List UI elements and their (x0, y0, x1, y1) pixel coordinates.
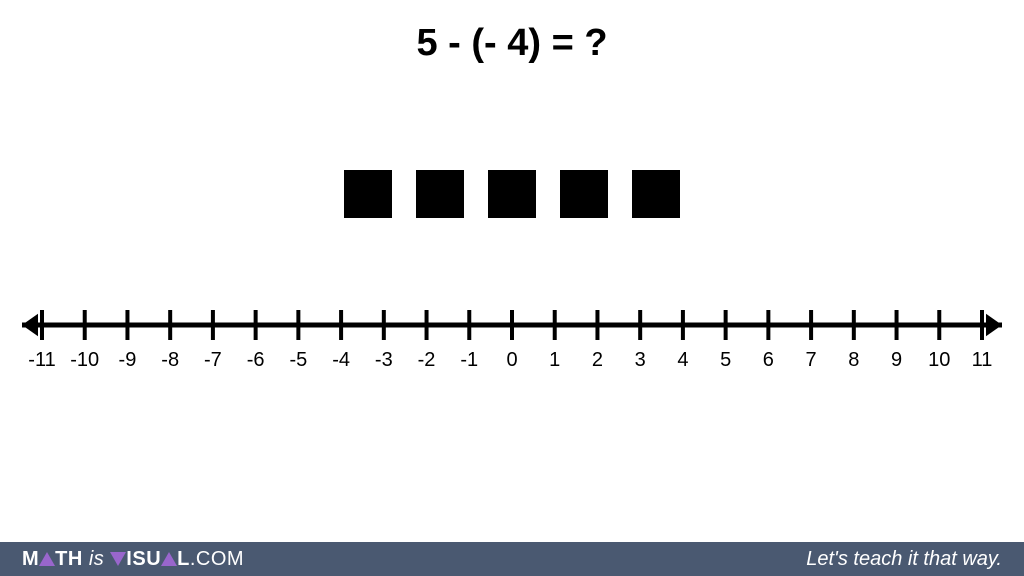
number-line-label: -7 (204, 349, 222, 371)
tagline-text: Let's teach it that way. (806, 548, 1002, 571)
number-line-label: -9 (119, 349, 137, 371)
number-line: -11-10-9-8-7-6-5-4-3-2-101234567891011 (20, 300, 1004, 390)
number-line-label: 10 (928, 349, 950, 371)
brand-dotcom: .COM (190, 548, 244, 571)
brand-logo: M TH is ISU L.COM (22, 548, 244, 571)
number-line-label: -11 (28, 349, 55, 371)
number-line-label: -10 (70, 349, 99, 371)
brand-is: is (89, 548, 104, 571)
number-line-label: 8 (848, 349, 859, 371)
number-line-label: 6 (763, 349, 774, 371)
number-line-label: -4 (332, 349, 350, 371)
number-line-label: 4 (677, 349, 688, 371)
number-line-label: 2 (592, 349, 603, 371)
counter-squares-row (0, 170, 1024, 218)
number-line-label: 5 (720, 349, 731, 371)
number-line-label: 11 (972, 349, 993, 371)
triangle-up-icon (39, 552, 55, 566)
counter-square (416, 170, 464, 218)
brand-isu: ISU (126, 548, 161, 571)
number-line-label: -2 (418, 349, 436, 371)
number-line-label: -1 (460, 349, 478, 371)
counter-square (632, 170, 680, 218)
footer-bar: M TH is ISU L.COM Let's teach it that way. (0, 542, 1024, 576)
number-line-label: -3 (375, 349, 393, 371)
brand-m: M (22, 548, 39, 571)
number-line-label: -5 (289, 349, 307, 371)
counter-square (488, 170, 536, 218)
triangle-down-icon (110, 552, 126, 566)
problem-statement: 5 - (- 4) = ? (0, 22, 1024, 65)
brand-th: TH (55, 548, 83, 571)
number-line-label: -6 (247, 349, 265, 371)
number-line-label: -8 (161, 349, 179, 371)
number-line-arrow-right-icon (986, 314, 1002, 336)
counter-square (344, 170, 392, 218)
number-line-label: 1 (549, 349, 560, 371)
number-line-label: 9 (891, 349, 902, 371)
number-line-arrow-left-icon (22, 314, 38, 336)
triangle-up-icon (161, 552, 177, 566)
counter-square (560, 170, 608, 218)
brand-l: L (177, 548, 190, 571)
number-line-label: 7 (806, 349, 817, 371)
number-line-label: 3 (635, 349, 646, 371)
number-line-label: 0 (506, 349, 517, 371)
